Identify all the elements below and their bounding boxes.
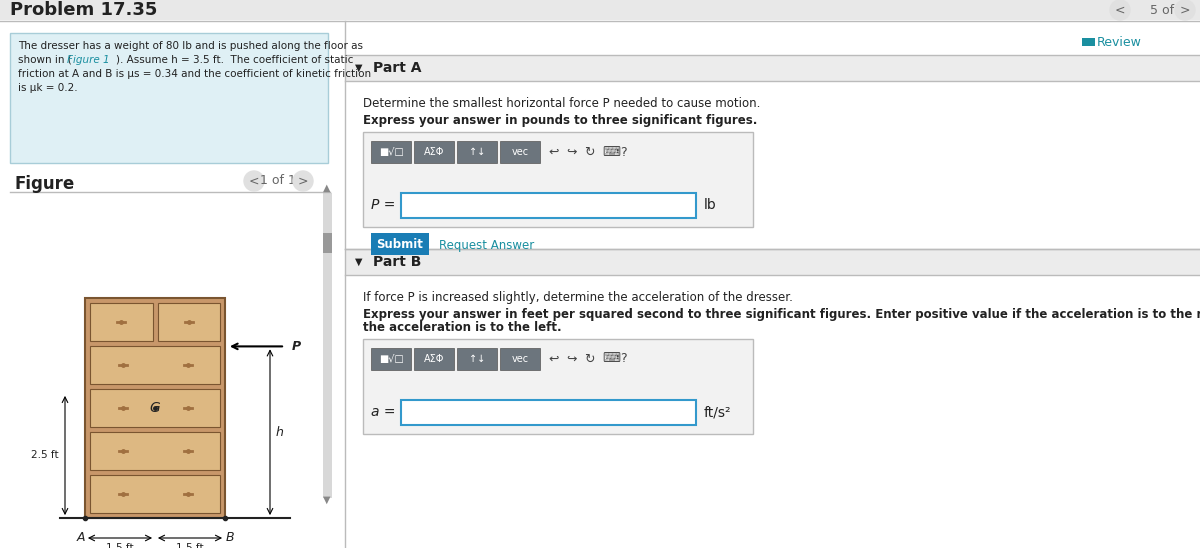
Text: a =: a = [371, 405, 396, 419]
Text: 1.5 ft: 1.5 ft [106, 543, 134, 548]
Text: the acceleration is to the left.: the acceleration is to the left. [364, 321, 562, 334]
Text: ↑↓: ↑↓ [469, 354, 485, 364]
Text: h: h [276, 426, 284, 439]
Bar [364, 339, 754, 434]
Bar [371, 348, 410, 370]
Bar [90, 389, 220, 427]
Text: Figure: Figure [14, 175, 76, 193]
Bar [414, 348, 454, 370]
Text: G: G [150, 401, 161, 415]
Text: Submit: Submit [377, 238, 424, 252]
Bar [401, 192, 696, 218]
Circle shape [1175, 0, 1195, 20]
Text: vec: vec [511, 147, 528, 157]
Text: ?: ? [620, 146, 626, 158]
Bar [323, 233, 332, 253]
Bar [90, 432, 220, 470]
Bar [346, 81, 1200, 249]
Text: ■√□: ■√□ [379, 354, 403, 364]
Text: ft/s²: ft/s² [704, 405, 732, 419]
Text: Express your answer in feet per squared second to three significant figures. Ent: Express your answer in feet per squared … [364, 308, 1200, 321]
Text: >: > [1180, 3, 1190, 16]
Text: ↩: ↩ [548, 146, 558, 158]
Text: >: > [298, 174, 308, 187]
Bar [90, 346, 220, 384]
Bar [1082, 38, 1090, 46]
Text: If force P is increased slightly, determine the acceleration of the dresser.: If force P is increased slightly, determ… [364, 291, 793, 304]
Bar [401, 399, 696, 425]
Text: <: < [248, 174, 259, 187]
Text: ↻: ↻ [584, 352, 594, 366]
Circle shape [293, 171, 313, 191]
Bar [346, 249, 1200, 275]
Bar [371, 233, 430, 255]
Text: 5 of 8: 5 of 8 [1150, 3, 1186, 16]
Text: ?: ? [620, 352, 626, 366]
Text: 2.5 ft: 2.5 ft [31, 450, 59, 460]
Bar [157, 303, 220, 341]
Text: Determine the smallest horizontal force P needed to cause motion.: Determine the smallest horizontal force … [364, 97, 761, 110]
Bar [85, 298, 226, 518]
Text: The dresser has a weight of 80 lb and is pushed along the floor as: The dresser has a weight of 80 lb and is… [18, 41, 364, 51]
Bar [414, 141, 454, 163]
Bar [1087, 38, 1096, 46]
Text: ■√□: ■√□ [379, 147, 403, 157]
Bar [323, 193, 332, 498]
Text: vec: vec [511, 354, 528, 364]
Text: ▼: ▼ [355, 257, 362, 267]
Text: Review: Review [1097, 36, 1142, 49]
Bar [457, 348, 497, 370]
Circle shape [244, 171, 264, 191]
Text: ↻: ↻ [584, 146, 594, 158]
Bar [90, 303, 152, 341]
Text: Request Answer: Request Answer [439, 238, 534, 252]
Bar [346, 55, 1200, 81]
Text: ). Assume h = 3.5 ft.  The coefficient of static: ). Assume h = 3.5 ft. The coefficient of… [116, 55, 353, 65]
Text: P =: P = [371, 198, 395, 212]
Bar [0, 0, 1200, 20]
Text: 1.5 ft: 1.5 ft [176, 543, 204, 548]
Bar [457, 141, 497, 163]
Text: ↪: ↪ [566, 352, 576, 366]
Bar [346, 275, 1200, 470]
Bar [371, 141, 410, 163]
Text: <: < [1115, 3, 1126, 16]
Text: friction at A and B is μs = 0.34 and the coefficient of kinetic friction: friction at A and B is μs = 0.34 and the… [18, 69, 371, 79]
Text: B: B [226, 531, 234, 544]
Text: 1 of 1: 1 of 1 [260, 174, 296, 187]
Text: Part B: Part B [373, 255, 421, 269]
Text: ↩: ↩ [548, 352, 558, 366]
Bar [500, 141, 540, 163]
Text: shown in (: shown in ( [18, 55, 72, 65]
Text: ▲: ▲ [323, 183, 331, 193]
Text: Figure 1: Figure 1 [67, 55, 109, 65]
Text: ⌨: ⌨ [602, 146, 620, 158]
Text: AΣΦ: AΣΦ [424, 354, 444, 364]
Text: Problem 17.35: Problem 17.35 [10, 1, 157, 19]
Text: ⌨: ⌨ [602, 352, 620, 366]
Bar [10, 33, 328, 163]
Text: P: P [292, 340, 301, 353]
Text: AΣΦ: AΣΦ [424, 147, 444, 157]
Text: A: A [77, 531, 85, 544]
Text: lb: lb [704, 198, 716, 212]
Text: ↑↓: ↑↓ [469, 147, 485, 157]
Bar [364, 132, 754, 227]
Circle shape [1110, 0, 1130, 20]
Text: Part A: Part A [373, 61, 421, 75]
Bar [500, 348, 540, 370]
Text: ▼: ▼ [355, 63, 362, 73]
Text: is μk = 0.2.: is μk = 0.2. [18, 83, 78, 93]
Text: Express your answer in pounds to three significant figures.: Express your answer in pounds to three s… [364, 114, 757, 127]
Text: ↪: ↪ [566, 146, 576, 158]
Bar [90, 475, 220, 513]
Text: ▼: ▼ [323, 495, 331, 505]
